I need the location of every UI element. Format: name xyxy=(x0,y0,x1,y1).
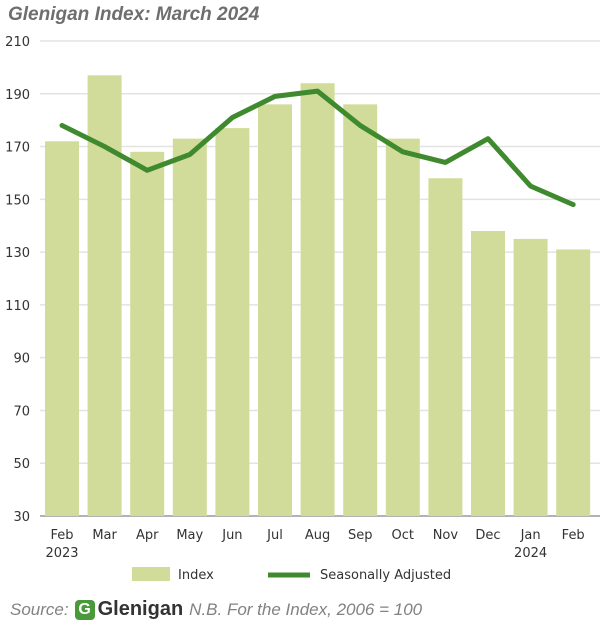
y-tick-label: 130 xyxy=(5,246,30,261)
x-tick-label: Jul xyxy=(266,528,283,543)
y-tick-label: 170 xyxy=(5,141,30,156)
chart-plot: 30 50 70 90 110 130 150 170 190 210 Feb 2023 Mar Apr M… xyxy=(5,35,600,583)
x-year-label: 2023 xyxy=(45,546,78,561)
bar-index xyxy=(428,178,463,516)
legend-label-index: Index xyxy=(178,568,214,583)
bar-index xyxy=(556,249,591,516)
x-tick-label: Feb xyxy=(50,528,73,543)
bar-index xyxy=(45,141,79,516)
x-tick-label: May xyxy=(176,528,203,543)
y-tick-label: 90 xyxy=(13,352,30,367)
bar-index xyxy=(385,138,420,516)
y-tick-label: 150 xyxy=(5,193,30,208)
y-tick-label: 30 xyxy=(13,510,30,525)
x-tick-label: Dec xyxy=(475,528,500,543)
y-tick-label: 70 xyxy=(13,404,30,419)
source-footer: Source: G Glenigan N.B. For the Index, 20… xyxy=(10,598,422,621)
bar-index xyxy=(471,231,505,516)
bar-index xyxy=(300,83,335,516)
y-tick-label: 190 xyxy=(5,88,30,103)
bar-index xyxy=(130,151,165,517)
legend-label-seasonally-adjusted: Seasonally Adjusted xyxy=(320,568,451,583)
x-year-label: 2024 xyxy=(514,546,547,561)
bar-index xyxy=(258,104,292,516)
bar-index xyxy=(513,238,548,516)
legend-swatch-index xyxy=(132,567,170,581)
x-tick-label: Nov xyxy=(433,528,459,543)
bar-index xyxy=(215,128,250,517)
x-tick-label: Mar xyxy=(92,528,117,543)
bar-index xyxy=(343,104,378,516)
y-tick-label: 50 xyxy=(13,457,30,472)
x-tick-label: Jan xyxy=(520,528,541,543)
y-tick-label: 110 xyxy=(5,299,30,314)
footnote: N.B. For the Index, 2006 = 100 xyxy=(189,599,423,619)
x-tick-label: Feb xyxy=(562,528,585,543)
chart-title: Glenigan Index: March 2024 xyxy=(8,4,260,25)
x-tick-label: Jun xyxy=(221,528,242,543)
source-label: Source: xyxy=(10,599,69,619)
bar-index xyxy=(172,138,207,516)
x-tick-label: Aug xyxy=(305,528,330,543)
x-tick-label: Sep xyxy=(348,528,373,543)
x-tick-label: Oct xyxy=(392,528,414,543)
logo-text: Glenigan xyxy=(97,598,184,620)
x-tick-label: Apr xyxy=(136,528,159,543)
logo-mark: G xyxy=(74,599,95,620)
glenigan-logo: G Glenigan xyxy=(74,598,184,621)
y-tick-label: 210 xyxy=(5,35,30,50)
